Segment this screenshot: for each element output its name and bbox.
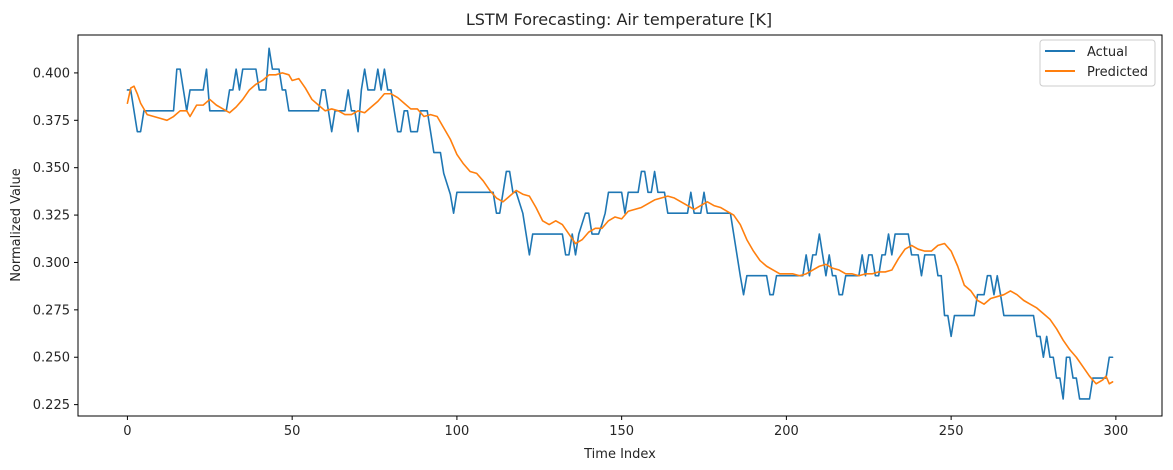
x-axis-title: Time Index <box>583 447 656 462</box>
y-tick-label: 0.375 <box>33 114 70 129</box>
legend-label-predicted: Predicted <box>1087 65 1148 80</box>
y-tick-label: 0.225 <box>33 398 70 413</box>
plot-frame <box>77 34 1163 417</box>
legend-label-actual: Actual <box>1087 45 1128 60</box>
y-tick-label: 0.350 <box>33 161 70 176</box>
x-tick-label: 300 <box>1103 424 1128 439</box>
series-lines <box>126 47 1114 400</box>
x-tick-label: 200 <box>774 424 799 439</box>
y-tick-label: 0.300 <box>33 256 70 271</box>
x-axis-ticks: 0 50 100 150 200 250 300 <box>123 416 1128 439</box>
y-axis-ticks: 0.225 0.250 0.275 0.300 0.325 0.350 0.375 0.400 <box>33 66 78 413</box>
series-line-actual <box>126 47 1114 400</box>
y-tick-label: 0.275 <box>33 303 70 318</box>
series-line-predicted <box>126 72 1114 385</box>
y-tick-label: 0.250 <box>33 351 70 366</box>
legend: Actual Predicted <box>1039 39 1156 87</box>
y-axis-title: Normalized Value <box>9 168 24 282</box>
x-tick-label: 100 <box>444 424 469 439</box>
y-tick-label: 0.325 <box>33 209 70 224</box>
chart-title: LSTM Forecasting: Air temperature [K] <box>466 10 772 29</box>
y-tick-label: 0.400 <box>33 66 70 81</box>
x-tick-label: 50 <box>284 424 301 439</box>
x-tick-label: 0 <box>123 424 131 439</box>
x-tick-label: 150 <box>609 424 634 439</box>
x-tick-label: 250 <box>939 424 964 439</box>
